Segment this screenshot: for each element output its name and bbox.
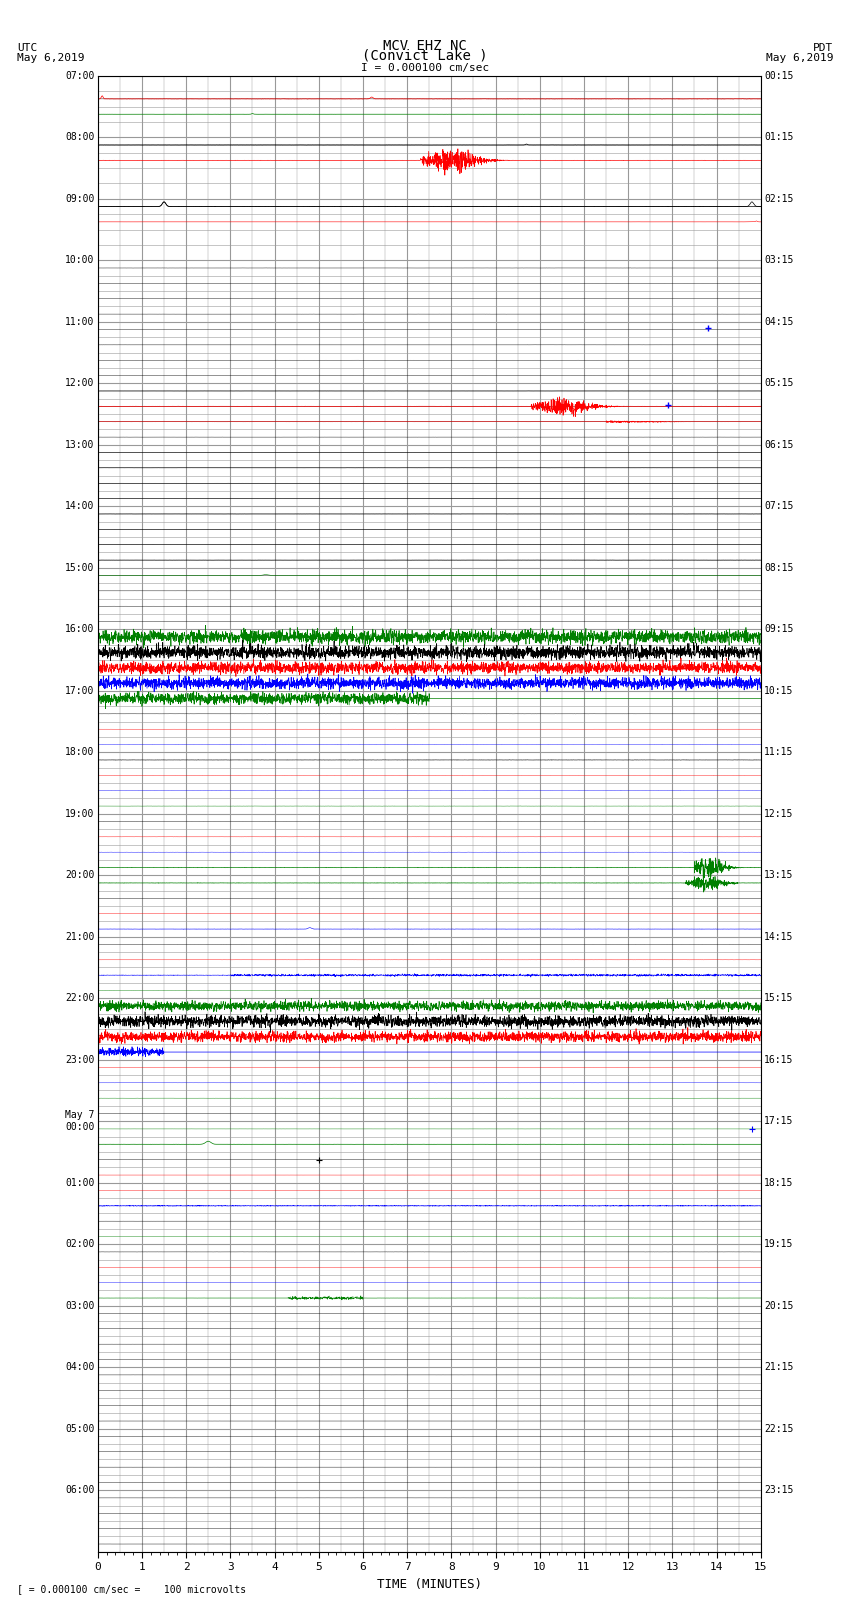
Text: 18:00: 18:00 xyxy=(65,747,94,756)
Text: PDT: PDT xyxy=(813,44,833,53)
Text: 19:00: 19:00 xyxy=(65,808,94,819)
Text: May 7
00:00: May 7 00:00 xyxy=(65,1110,94,1132)
Text: 14:15: 14:15 xyxy=(764,932,793,942)
Text: (Convict Lake ): (Convict Lake ) xyxy=(362,48,488,63)
Text: 04:00: 04:00 xyxy=(65,1363,94,1373)
Text: 13:00: 13:00 xyxy=(65,440,94,450)
Text: May 6,2019: May 6,2019 xyxy=(766,53,833,63)
Text: 08:00: 08:00 xyxy=(65,132,94,142)
Text: 20:15: 20:15 xyxy=(764,1300,793,1311)
Text: 06:15: 06:15 xyxy=(764,440,793,450)
Text: 14:00: 14:00 xyxy=(65,502,94,511)
Text: 12:00: 12:00 xyxy=(65,379,94,389)
Text: I = 0.000100 cm/sec: I = 0.000100 cm/sec xyxy=(361,63,489,73)
Text: 17:15: 17:15 xyxy=(764,1116,793,1126)
Text: 02:15: 02:15 xyxy=(764,194,793,203)
Text: [ = 0.000100 cm/sec =    100 microvolts: [ = 0.000100 cm/sec = 100 microvolts xyxy=(17,1584,246,1594)
Text: 03:00: 03:00 xyxy=(65,1300,94,1311)
Text: 01:15: 01:15 xyxy=(764,132,793,142)
Text: MCV EHZ NC: MCV EHZ NC xyxy=(383,39,467,53)
Text: 21:15: 21:15 xyxy=(764,1363,793,1373)
Text: 09:00: 09:00 xyxy=(65,194,94,203)
Text: 16:15: 16:15 xyxy=(764,1055,793,1065)
Text: 17:00: 17:00 xyxy=(65,686,94,695)
Text: 12:15: 12:15 xyxy=(764,808,793,819)
Text: 16:00: 16:00 xyxy=(65,624,94,634)
Text: 02:00: 02:00 xyxy=(65,1239,94,1248)
Text: 11:00: 11:00 xyxy=(65,316,94,327)
Text: 04:15: 04:15 xyxy=(764,316,793,327)
Text: 22:00: 22:00 xyxy=(65,994,94,1003)
Text: 05:00: 05:00 xyxy=(65,1424,94,1434)
Text: 10:15: 10:15 xyxy=(764,686,793,695)
Text: May 6,2019: May 6,2019 xyxy=(17,53,84,63)
Text: 11:15: 11:15 xyxy=(764,747,793,756)
Text: 06:00: 06:00 xyxy=(65,1486,94,1495)
Text: 01:00: 01:00 xyxy=(65,1177,94,1187)
Text: 22:15: 22:15 xyxy=(764,1424,793,1434)
Text: 20:00: 20:00 xyxy=(65,871,94,881)
Text: 21:00: 21:00 xyxy=(65,932,94,942)
Text: 00:15: 00:15 xyxy=(764,71,793,81)
Text: 15:15: 15:15 xyxy=(764,994,793,1003)
Text: 18:15: 18:15 xyxy=(764,1177,793,1187)
Text: 19:15: 19:15 xyxy=(764,1239,793,1248)
Text: 10:00: 10:00 xyxy=(65,255,94,265)
Text: 03:15: 03:15 xyxy=(764,255,793,265)
Text: 07:15: 07:15 xyxy=(764,502,793,511)
Text: 15:00: 15:00 xyxy=(65,563,94,573)
Text: 13:15: 13:15 xyxy=(764,871,793,881)
Text: 08:15: 08:15 xyxy=(764,563,793,573)
Text: 23:00: 23:00 xyxy=(65,1055,94,1065)
X-axis label: TIME (MINUTES): TIME (MINUTES) xyxy=(377,1578,482,1590)
Text: 05:15: 05:15 xyxy=(764,379,793,389)
Text: UTC: UTC xyxy=(17,44,37,53)
Text: 09:15: 09:15 xyxy=(764,624,793,634)
Text: 07:00: 07:00 xyxy=(65,71,94,81)
Text: 23:15: 23:15 xyxy=(764,1486,793,1495)
